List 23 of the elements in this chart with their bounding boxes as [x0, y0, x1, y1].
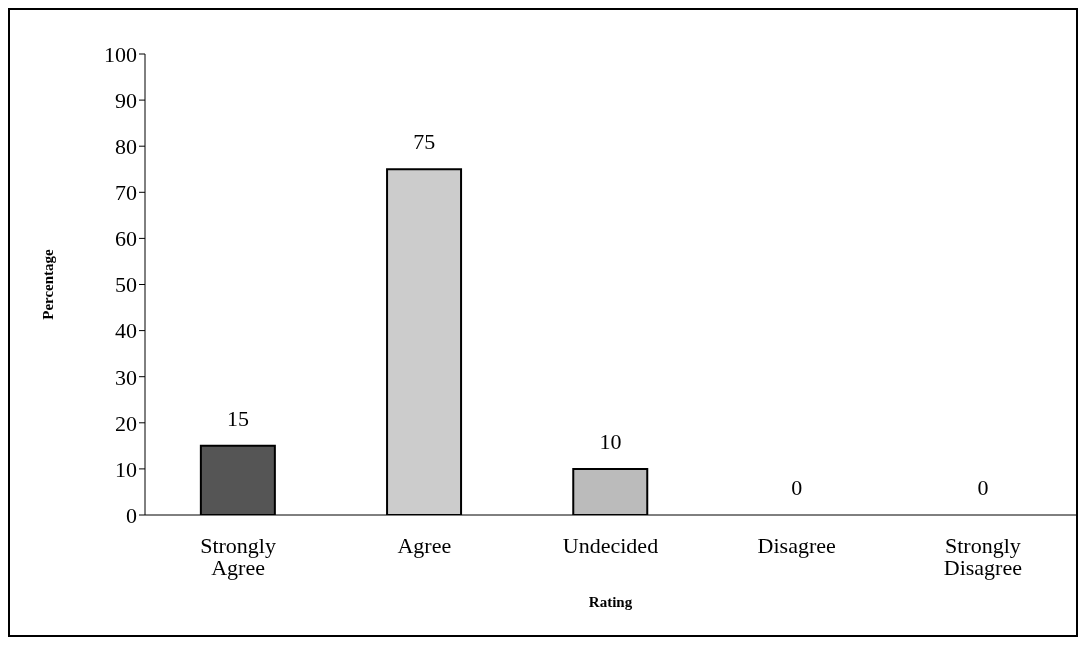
data-label: 0	[977, 474, 989, 500]
x-tick-label: Disagree	[757, 532, 836, 558]
data-label: 10	[599, 428, 622, 454]
y-tick-label: 80	[115, 134, 137, 160]
y-tick-label: 30	[115, 364, 137, 390]
y-tick-label: 50	[115, 272, 137, 298]
y-tick-label: 40	[115, 318, 137, 344]
y-tick-label: 90	[115, 87, 137, 113]
x-tick-label: Undecided	[562, 532, 659, 558]
x-tick-label: Strongly Disagree	[943, 532, 1022, 580]
y-tick-label: 0	[126, 502, 137, 528]
data-label: 15	[227, 405, 250, 431]
x-tick-label: Agree	[397, 532, 452, 558]
data-label: 75	[413, 129, 436, 155]
y-tick-label: 20	[115, 410, 137, 436]
y-tick-label: 100	[104, 41, 137, 67]
y-tick-label: 60	[115, 226, 137, 252]
y-tick-label: 70	[115, 180, 137, 206]
x-axis-title: Rating	[588, 594, 633, 610]
y-tick-label: 10	[115, 456, 137, 482]
x-tick-label: Strongly Agree	[200, 532, 276, 580]
data-label: 0	[791, 474, 803, 500]
y-axis-title: Percentage	[40, 248, 57, 320]
